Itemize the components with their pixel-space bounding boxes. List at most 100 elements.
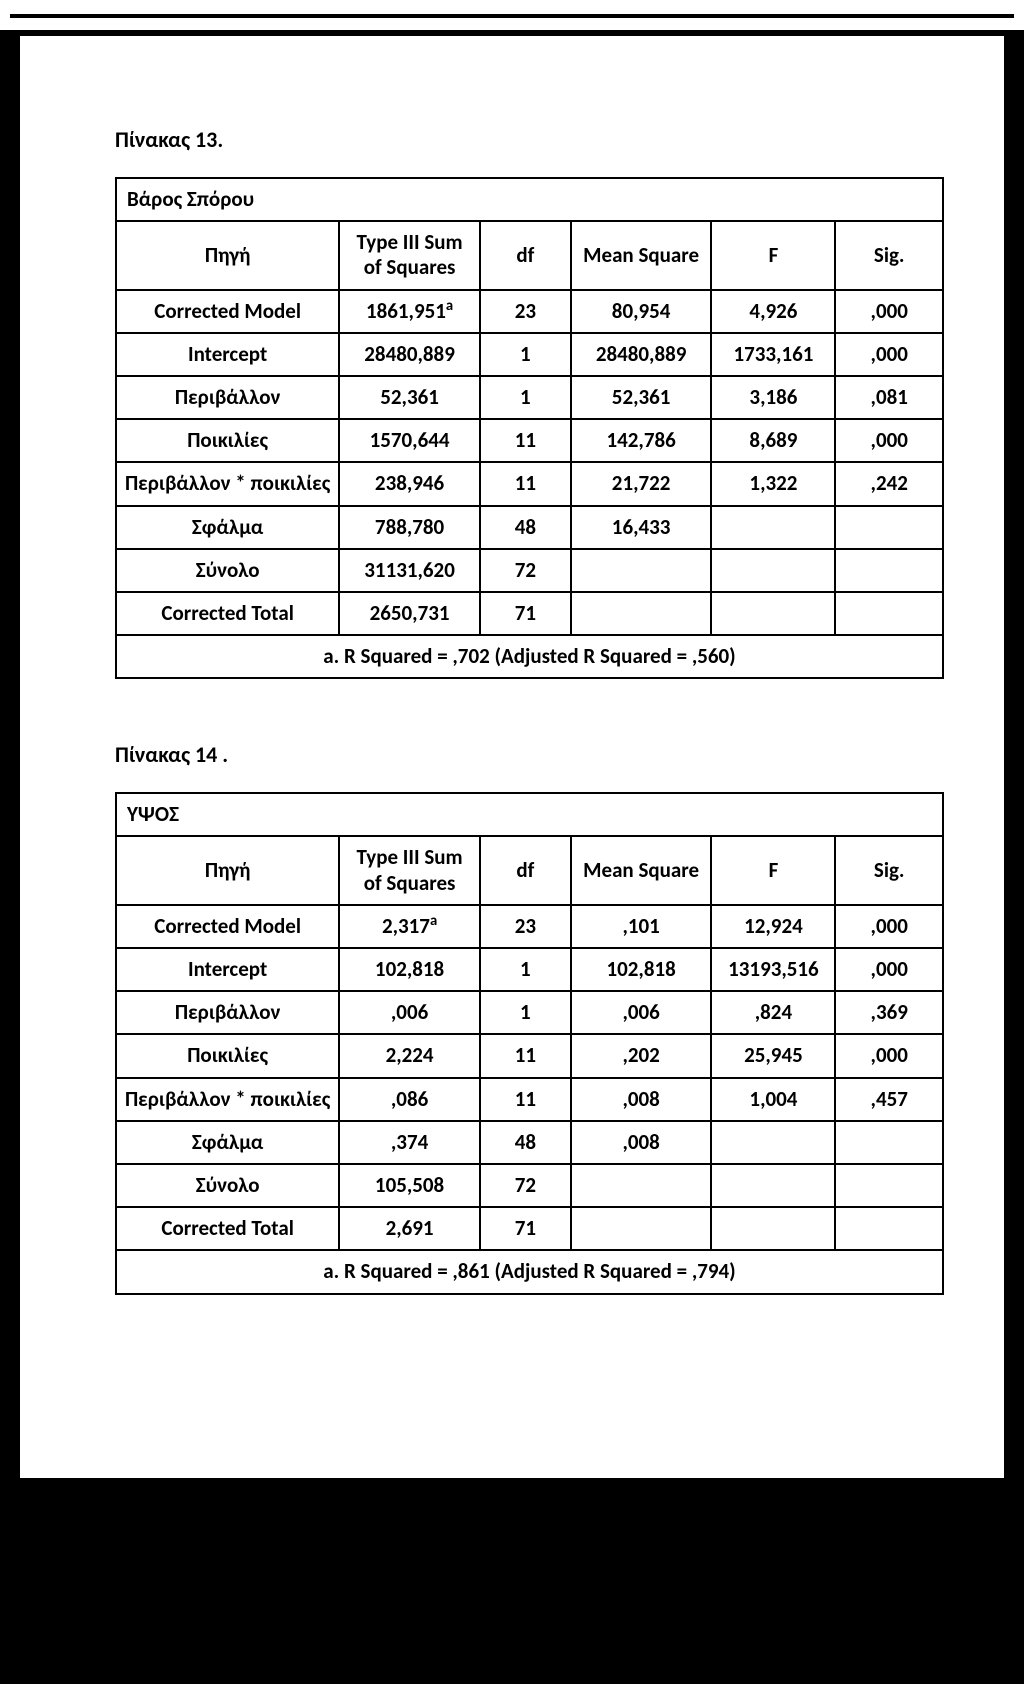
table-13-footnote-row: a. R Squared = ,702 (Adjusted R Squared … (116, 635, 943, 678)
table-14-footnote: a. R Squared = ,861 (Adjusted R Squared … (116, 1250, 943, 1293)
cell-ss: 2650,731 (339, 592, 480, 635)
table-14-footnote-row: a. R Squared = ,861 (Adjusted R Squared … (116, 1250, 943, 1293)
cell-sig: ,457 (835, 1078, 943, 1121)
cell-ss: 2,317a (339, 905, 480, 948)
cell-ms: ,008 (571, 1078, 712, 1121)
table-13-title-row: Βάρος Σπόρου (116, 178, 943, 221)
cell-ms: 80,954 (571, 290, 712, 333)
col-sig: Sig. (835, 836, 943, 904)
cell-ms: ,202 (571, 1034, 712, 1077)
page-top-rule (0, 0, 1024, 30)
cell-df: 72 (480, 1164, 571, 1207)
table-row: Ποικιλίες2,22411,20225,945,000 (116, 1034, 943, 1077)
cell-ms: 16,433 (571, 506, 712, 549)
table-14-title-row: ΥΨΟΣ (116, 793, 943, 836)
cell-sig (835, 1164, 943, 1207)
col-source: Πηγή (116, 221, 339, 289)
cell-sig (835, 1207, 943, 1250)
cell-source: Σύνολο (116, 1164, 339, 1207)
cell-source: Corrected Model (116, 290, 339, 333)
cell-sig: ,000 (835, 333, 943, 376)
col-f: F (711, 836, 835, 904)
table-13: Βάρος Σπόρου Πηγή Type III Sum of Square… (115, 177, 944, 679)
cell-ss: ,374 (339, 1121, 480, 1164)
cell-sig: ,000 (835, 290, 943, 333)
table-13-title: Βάρος Σπόρου (116, 178, 943, 221)
cell-f: ,824 (711, 991, 835, 1034)
cell-sig: ,000 (835, 905, 943, 948)
table-14-header-row: Πηγή Type III Sum of Squares df Mean Squ… (116, 836, 943, 904)
cell-ms: 28480,889 (571, 333, 712, 376)
cell-source: Intercept (116, 948, 339, 991)
cell-df: 11 (480, 419, 571, 462)
cell-f (711, 1164, 835, 1207)
cell-source: Σφάλμα (116, 1121, 339, 1164)
cell-f: 4,926 (711, 290, 835, 333)
cell-df: 1 (480, 991, 571, 1034)
cell-source: Ποικιλίες (116, 419, 339, 462)
cell-f: 25,945 (711, 1034, 835, 1077)
table-13-header-row: Πηγή Type III Sum of Squares df Mean Squ… (116, 221, 943, 289)
table-14-caption: Πίνακας 14 . (115, 741, 944, 768)
cell-ss: 31131,620 (339, 549, 480, 592)
table-row: Corrected Total2,69171 (116, 1207, 943, 1250)
cell-source: Περιβάλλον * ποικιλίες (116, 1078, 339, 1121)
table-row: Περιβάλλον,0061,006,824,369 (116, 991, 943, 1034)
table-row: Περιβάλλον52,361152,3613,186,081 (116, 376, 943, 419)
cell-ss: 1570,644 (339, 419, 480, 462)
cell-df: 72 (480, 549, 571, 592)
col-ms: Mean Square (571, 221, 712, 289)
cell-df: 1 (480, 948, 571, 991)
cell-sig (835, 1121, 943, 1164)
cell-df: 1 (480, 333, 571, 376)
cell-df: 11 (480, 1034, 571, 1077)
table-row: Σύνολο105,50872 (116, 1164, 943, 1207)
cell-source: Περιβάλλον (116, 376, 339, 419)
table-row: Intercept28480,889128480,8891733,161,000 (116, 333, 943, 376)
col-ms: Mean Square (571, 836, 712, 904)
cell-source: Corrected Model (116, 905, 339, 948)
cell-source: Σύνολο (116, 549, 339, 592)
cell-df: 71 (480, 592, 571, 635)
cell-df: 23 (480, 290, 571, 333)
cell-ss: 28480,889 (339, 333, 480, 376)
cell-f: 12,924 (711, 905, 835, 948)
cell-sig: ,000 (835, 948, 943, 991)
table-row: Corrected Model2,317a23,10112,924,000 (116, 905, 943, 948)
cell-source: Corrected Total (116, 592, 339, 635)
table-14-body: Corrected Model2,317a23,10112,924,000Int… (116, 905, 943, 1251)
cell-ms: 52,361 (571, 376, 712, 419)
cell-sig: ,369 (835, 991, 943, 1034)
cell-f (711, 506, 835, 549)
table-14-block: Πίνακας 14 . ΥΨΟΣ Πηγή Type III Sum of S… (115, 741, 944, 1294)
cell-ss: 52,361 (339, 376, 480, 419)
cell-ss: ,006 (339, 991, 480, 1034)
cell-ms: ,006 (571, 991, 712, 1034)
cell-ss: 238,946 (339, 462, 480, 505)
cell-ms: 102,818 (571, 948, 712, 991)
table-14-title: ΥΨΟΣ (116, 793, 943, 836)
col-f: F (711, 221, 835, 289)
cell-sig: ,242 (835, 462, 943, 505)
cell-f: 8,689 (711, 419, 835, 462)
cell-f: 1733,161 (711, 333, 835, 376)
cell-df: 48 (480, 506, 571, 549)
col-ss: Type III Sum of Squares (339, 836, 480, 904)
table-row: Σφάλμα788,7804816,433 (116, 506, 943, 549)
table-row: Corrected Model1861,951a2380,9544,926,00… (116, 290, 943, 333)
table-row: Περιβάλλον * ποικιλίες238,9461121,7221,3… (116, 462, 943, 505)
table-13-caption: Πίνακας 13. (115, 126, 944, 153)
table-13-body: Corrected Model1861,951a2380,9544,926,00… (116, 290, 943, 636)
table-row: Σύνολο31131,62072 (116, 549, 943, 592)
cell-source: Corrected Total (116, 1207, 339, 1250)
cell-ms: 21,722 (571, 462, 712, 505)
cell-source: Σφάλμα (116, 506, 339, 549)
cell-sig (835, 506, 943, 549)
cell-f (711, 1207, 835, 1250)
cell-ss: 102,818 (339, 948, 480, 991)
cell-ss: 105,508 (339, 1164, 480, 1207)
cell-f: 13193,516 (711, 948, 835, 991)
cell-ss: 1861,951a (339, 290, 480, 333)
cell-source: Intercept (116, 333, 339, 376)
table-row: Σφάλμα,37448,008 (116, 1121, 943, 1164)
